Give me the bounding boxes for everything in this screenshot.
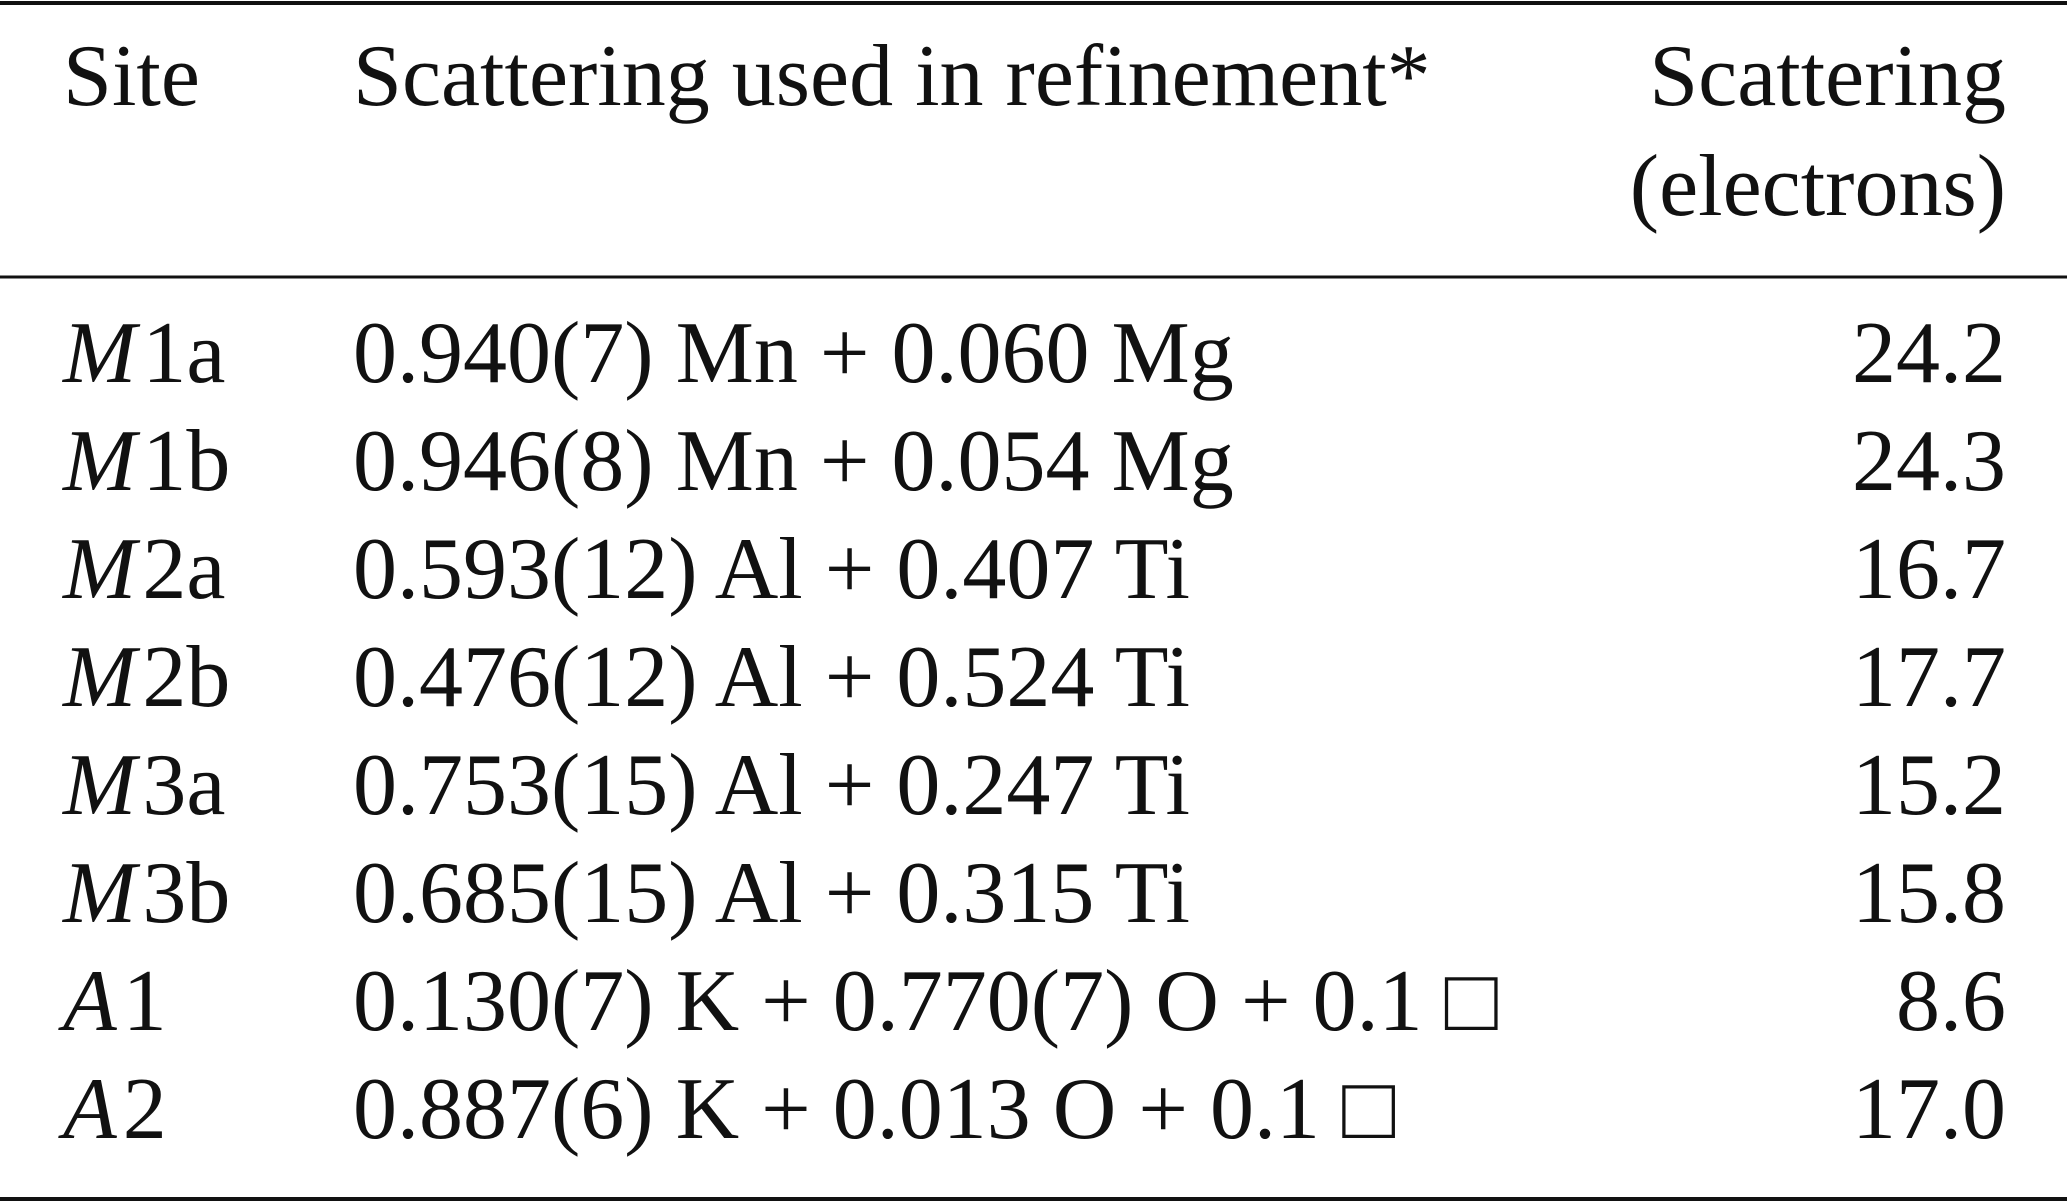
scattering-electrons: 17.7 bbox=[1852, 629, 2006, 726]
site-cell: M1a bbox=[61, 305, 225, 402]
site-suffix: 1 bbox=[123, 953, 167, 1050]
scattering-formula: 0.130(7) K + 0.770(7) O + 0.1 □ bbox=[353, 953, 1498, 1050]
site-symbol: M bbox=[61, 413, 141, 510]
site-symbol: M bbox=[61, 521, 141, 618]
scattering-formula: 0.753(15) Al + 0.247 Ti bbox=[353, 737, 1190, 834]
scattering-electrons: 15.8 bbox=[1852, 845, 2006, 942]
scattering-electrons: 15.2 bbox=[1852, 737, 2006, 834]
site-symbol: A bbox=[58, 953, 118, 1050]
site-cell: M2b bbox=[61, 629, 230, 726]
scattering-formula: 0.940(7) Mn + 0.060 Mg bbox=[353, 305, 1234, 402]
site-suffix: 2b bbox=[142, 629, 230, 726]
site-suffix: 1a bbox=[142, 305, 225, 402]
site-suffix: 3b bbox=[142, 845, 230, 942]
site-symbol: M bbox=[61, 845, 141, 942]
scattering-formula: 0.593(12) Al + 0.407 Ti bbox=[353, 521, 1190, 618]
scattering-formula: 0.946(8) Mn + 0.054 Mg bbox=[353, 413, 1234, 510]
header-cell: Scattering bbox=[1649, 28, 2006, 125]
site-symbol: M bbox=[61, 305, 141, 402]
site-suffix: 3a bbox=[142, 737, 225, 834]
site-symbol: M bbox=[61, 629, 141, 726]
site-cell: A1 bbox=[58, 953, 167, 1050]
site-cell: M1b bbox=[61, 413, 230, 510]
site-cell: M3b bbox=[61, 845, 230, 942]
scattering-electrons: 24.2 bbox=[1852, 305, 2006, 402]
header-cell: Scattering used in refinement* bbox=[353, 28, 1431, 125]
site-suffix: 1b bbox=[142, 413, 230, 510]
scattering-formula: 0.685(15) Al + 0.315 Ti bbox=[353, 845, 1190, 942]
scattering-formula: 0.887(6) K + 0.013 O + 0.1 □ bbox=[353, 1061, 1395, 1158]
site-suffix: 2 bbox=[123, 1061, 167, 1158]
site-cell: M2a bbox=[61, 521, 225, 618]
header-cell: (electrons) bbox=[1630, 138, 2006, 235]
site-symbol: M bbox=[61, 737, 141, 834]
site-suffix: 2a bbox=[142, 521, 225, 618]
site-cell: A2 bbox=[58, 1061, 167, 1158]
scattering-electrons: 16.7 bbox=[1852, 521, 2006, 618]
header-cell: Site bbox=[63, 28, 200, 125]
site-cell: M3a bbox=[61, 737, 225, 834]
scattering-electrons: 8.6 bbox=[1896, 953, 2006, 1050]
scattering-formula: 0.476(12) Al + 0.524 Ti bbox=[353, 629, 1190, 726]
scattering-electrons: 17.0 bbox=[1852, 1061, 2006, 1158]
scattering-electrons: 24.3 bbox=[1852, 413, 2006, 510]
site-symbol: A bbox=[58, 1061, 118, 1158]
